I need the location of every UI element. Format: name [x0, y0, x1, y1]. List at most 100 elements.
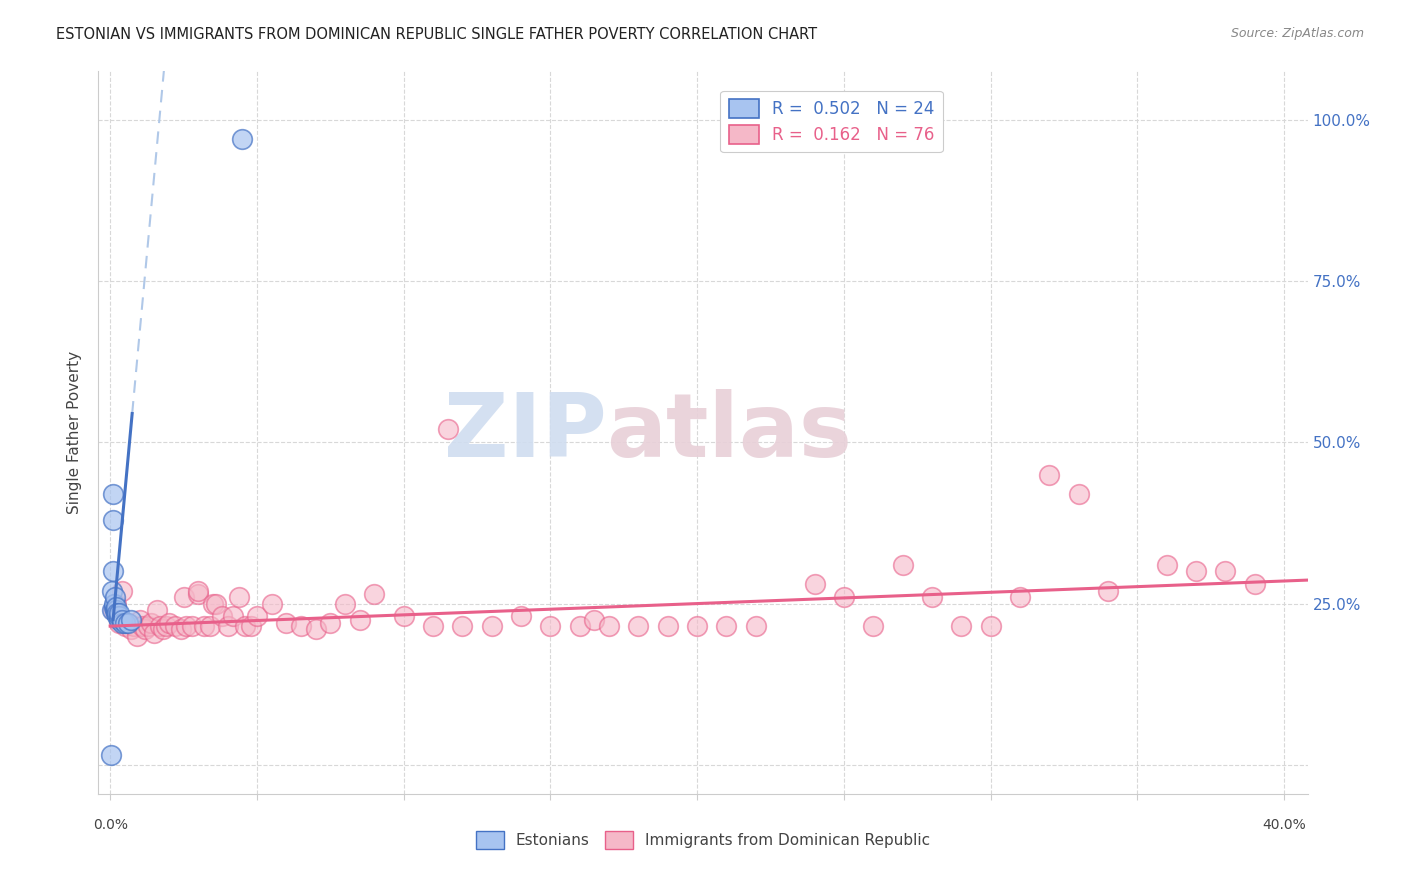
Point [1215, 564, 1237, 578]
Point [422, 619, 444, 633]
Point [1038, 467, 1060, 482]
Point [128, 613, 150, 627]
Point [333, 597, 356, 611]
Point [111, 583, 134, 598]
Point [319, 615, 342, 630]
Point [155, 619, 177, 633]
Point [568, 619, 591, 633]
Point [143, 625, 166, 640]
Point [146, 603, 169, 617]
Point [363, 587, 385, 601]
Point [980, 619, 1002, 633]
Point [627, 619, 650, 633]
Point [108, 607, 131, 621]
Point [240, 619, 263, 633]
Point [103, 597, 125, 611]
Text: 0.0%: 0.0% [93, 818, 128, 832]
Point [187, 587, 209, 601]
Point [157, 615, 180, 630]
Point [716, 619, 738, 633]
Text: ESTONIAN VS IMMIGRANTS FROM DOMINICAN REPUBLIC SINGLE FATHER POVERTY CORRELATION: ESTONIAN VS IMMIGRANTS FROM DOMINICAN RE… [56, 27, 817, 42]
Point [481, 619, 503, 633]
Point [125, 629, 148, 643]
Point [217, 619, 239, 633]
Point [583, 613, 606, 627]
Point [101, 564, 124, 578]
Point [100, 748, 122, 763]
Point [228, 590, 250, 604]
Point [451, 619, 474, 633]
Point [198, 619, 221, 633]
Point [169, 623, 191, 637]
Point [101, 513, 124, 527]
Point [101, 487, 124, 501]
Point [1097, 583, 1119, 598]
Point [436, 422, 458, 436]
Point [598, 619, 620, 633]
Point [120, 623, 142, 637]
Point [231, 132, 253, 146]
Point [105, 597, 128, 611]
Point [181, 619, 204, 633]
Text: 40.0%: 40.0% [1263, 818, 1306, 832]
Point [108, 609, 131, 624]
Point [276, 615, 298, 630]
Point [392, 609, 415, 624]
Point [122, 619, 145, 633]
Point [832, 590, 855, 604]
Point [950, 619, 973, 633]
Point [233, 619, 256, 633]
Point [149, 619, 172, 633]
Point [141, 615, 163, 630]
Point [538, 619, 561, 633]
Point [103, 599, 125, 614]
Point [204, 597, 226, 611]
Point [176, 619, 198, 633]
Point [686, 619, 709, 633]
Point [107, 607, 129, 621]
Point [304, 623, 326, 637]
Point [131, 619, 153, 633]
Point [103, 603, 125, 617]
Y-axis label: Single Father Poverty: Single Father Poverty [67, 351, 83, 514]
Point [107, 609, 129, 624]
Point [211, 609, 233, 624]
Legend: Estonians, Immigrants from Dominican Republic: Estonians, Immigrants from Dominican Rep… [470, 825, 936, 855]
Point [108, 613, 131, 627]
Point [187, 583, 209, 598]
Point [114, 615, 136, 630]
Point [108, 615, 131, 630]
Point [803, 577, 825, 591]
Point [862, 619, 884, 633]
Point [1008, 590, 1031, 604]
Point [657, 619, 679, 633]
Text: ZIP: ZIP [443, 389, 606, 476]
Point [246, 609, 269, 624]
Point [1185, 564, 1208, 578]
Point [1067, 487, 1090, 501]
Point [120, 613, 142, 627]
Point [510, 609, 533, 624]
Point [111, 613, 134, 627]
Point [349, 613, 371, 627]
Point [173, 590, 195, 604]
Point [891, 558, 914, 572]
Point [1243, 577, 1265, 591]
Point [222, 609, 245, 624]
Point [105, 603, 128, 617]
Point [100, 603, 122, 617]
Point [163, 619, 186, 633]
Point [921, 590, 943, 604]
Point [117, 615, 139, 630]
Point [134, 623, 156, 637]
Point [105, 599, 128, 614]
Point [201, 597, 224, 611]
Point [103, 590, 125, 604]
Point [745, 619, 768, 633]
Point [260, 597, 283, 611]
Point [290, 619, 312, 633]
Text: Source: ZipAtlas.com: Source: ZipAtlas.com [1230, 27, 1364, 40]
Point [152, 623, 174, 637]
Point [1156, 558, 1178, 572]
Text: atlas: atlas [606, 389, 852, 476]
